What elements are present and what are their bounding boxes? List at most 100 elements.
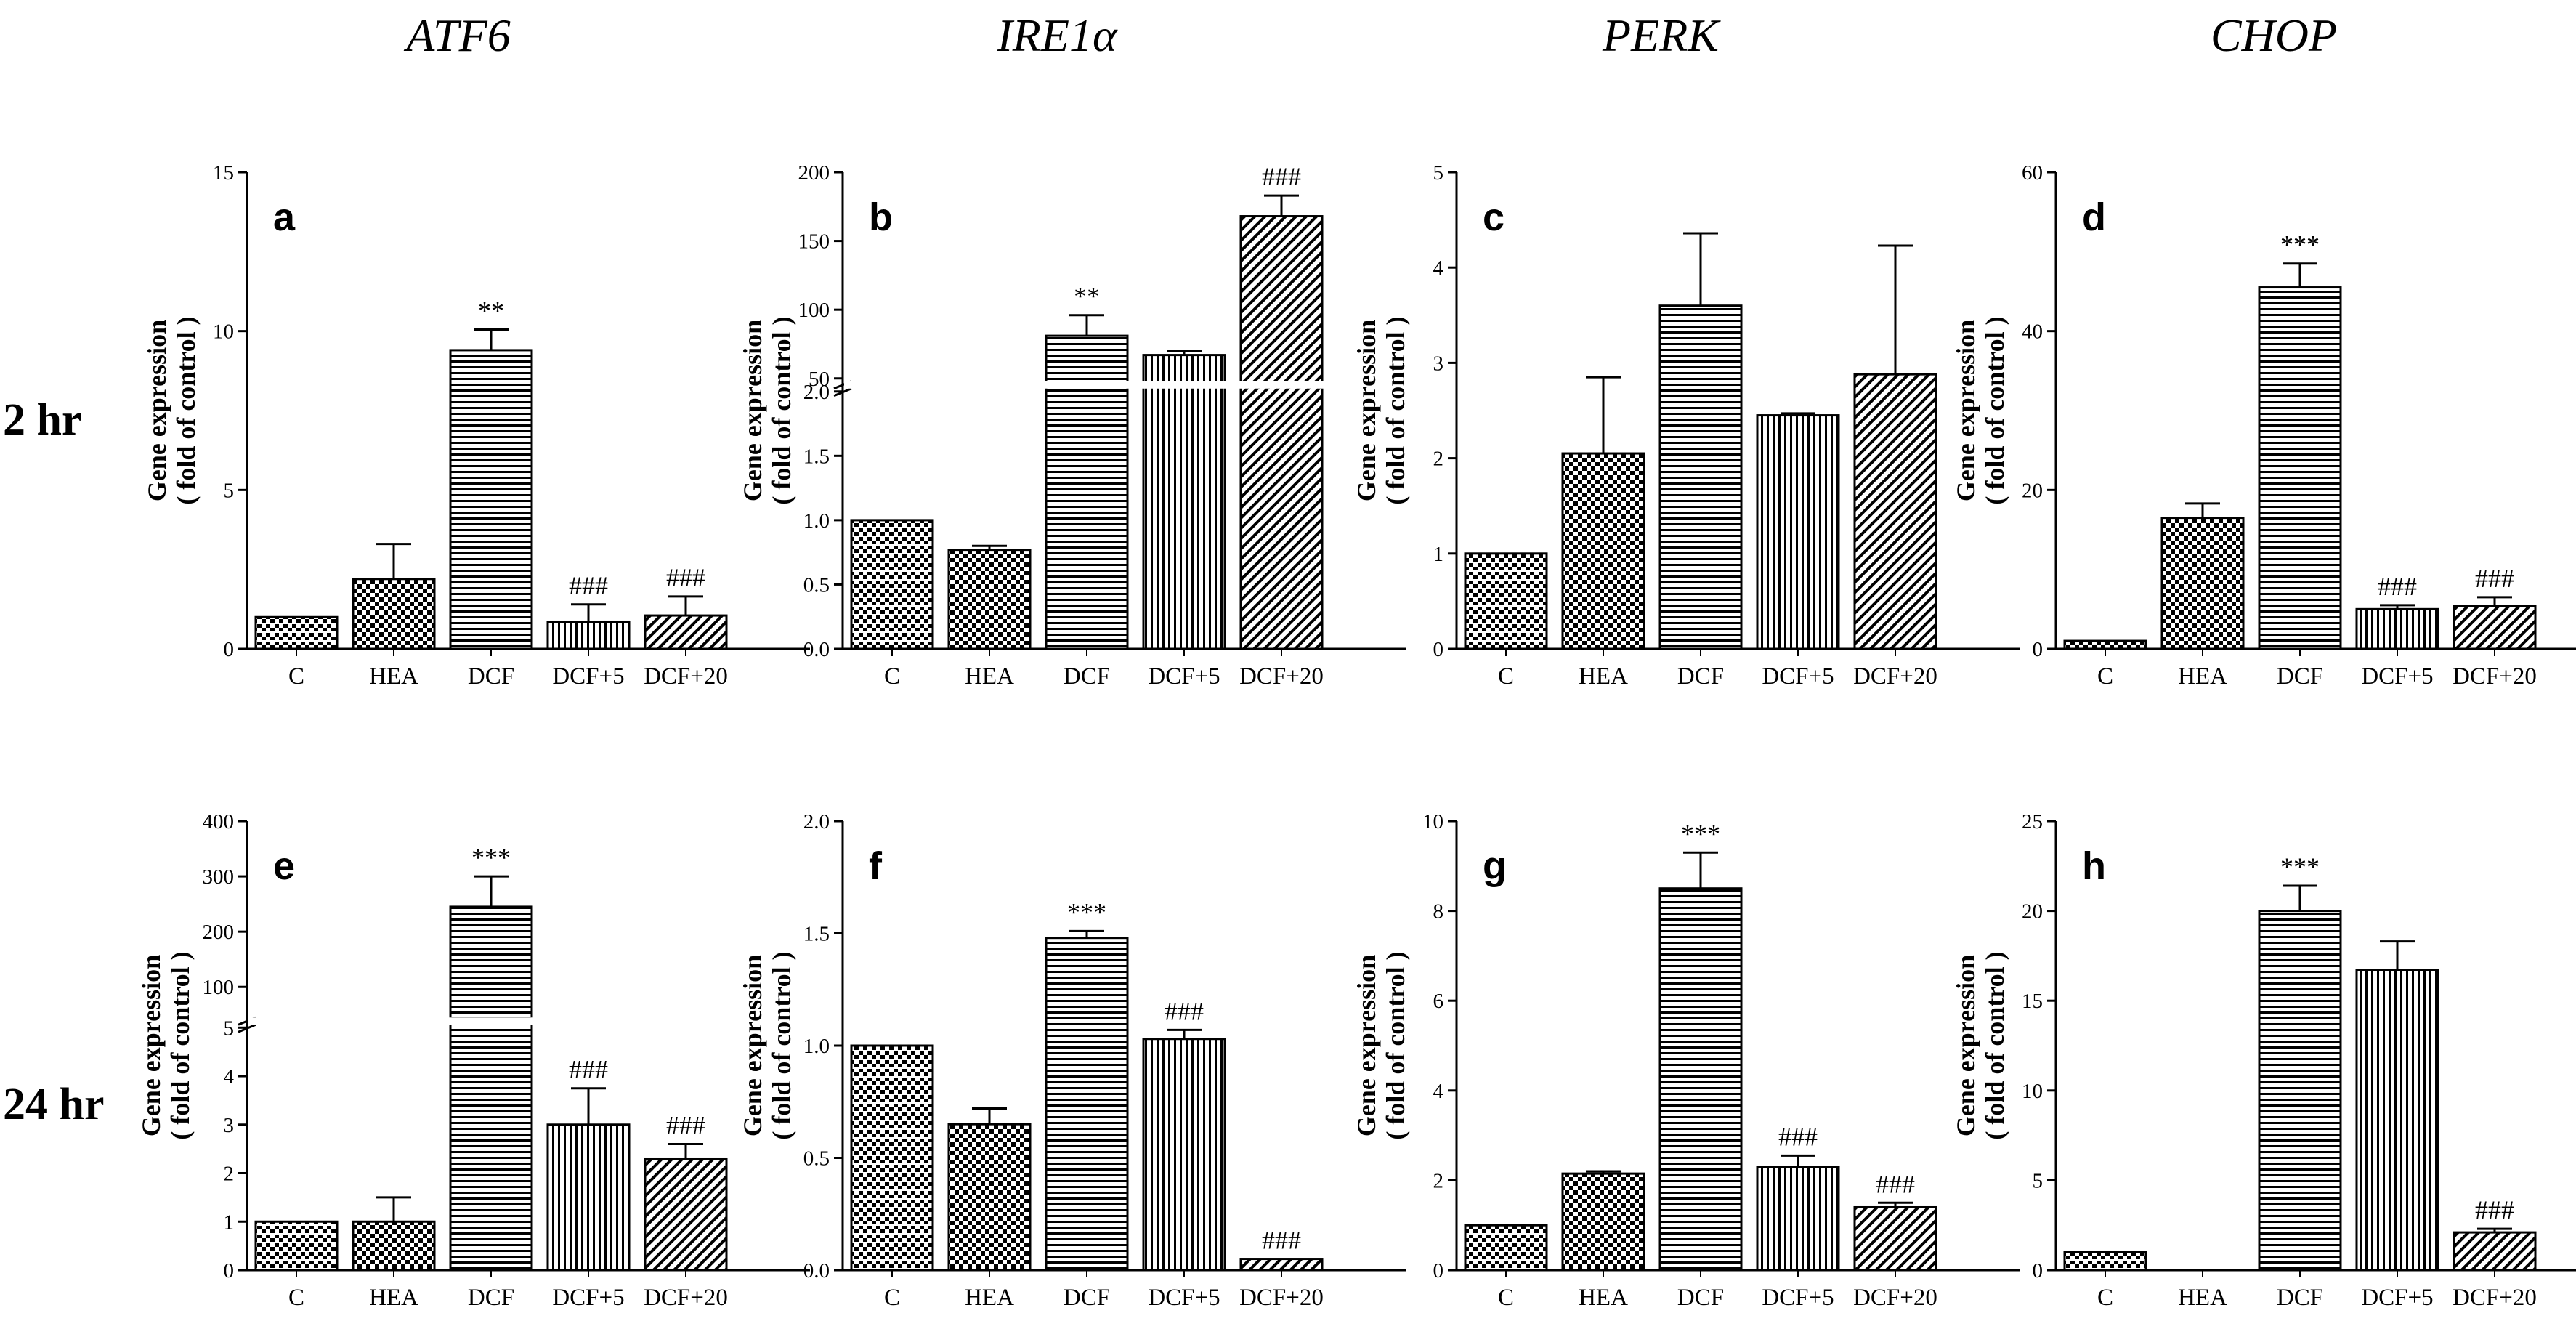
bar-c [1464, 1224, 1548, 1272]
y-tick-label: 100 [203, 976, 235, 999]
panel-letter: b [869, 195, 893, 239]
significance-label: ### [2475, 1195, 2514, 1224]
panel-b: 0.0 0.5 1.0 1.5 2.050 100 150 200 Gene expressio… [738, 161, 1407, 690]
y-tick-label: 8 [1433, 900, 1444, 924]
y-axis-title-line1: Gene expression [137, 955, 166, 1136]
bar-dcf-plus-5 [1142, 1038, 1226, 1272]
gene-header-perk: PERK [1602, 9, 1721, 61]
y-tick-label: 1.0 [803, 1035, 830, 1058]
y-tick-label: 4 [1433, 256, 1444, 280]
y-tick-label: 400 [203, 810, 235, 833]
x-category-label: DCF [1677, 663, 1724, 690]
bar-c [254, 615, 339, 650]
bar-dcf-plus-20 [2453, 1231, 2537, 1272]
x-category-label: DCF+5 [552, 1285, 624, 1311]
row-label-2hr: 2 hr [3, 395, 82, 445]
bar-dcf [1045, 937, 1129, 1272]
x-category-label: C [1498, 1285, 1514, 1311]
bar-c [850, 1044, 934, 1272]
y-tick-label: 1 [1433, 543, 1444, 566]
bar-dcf [1658, 304, 1743, 650]
x-category-label: DCF+5 [2361, 663, 2433, 690]
significance-label: ### [569, 571, 608, 600]
significance-label: ### [666, 1110, 705, 1139]
bar-dcf [2258, 286, 2342, 650]
y-tick-label: 50 [809, 368, 830, 391]
bar-dcf-plus-5 [546, 1123, 631, 1272]
gene-header-ire1a: IRE1α [996, 9, 1118, 61]
y-axis-title-line1: Gene expression [1951, 955, 1980, 1136]
significance-label: ### [1262, 162, 1301, 191]
significance-label: *** [1681, 819, 1720, 848]
x-category-label: C [884, 1285, 900, 1311]
x-category-label: HEA [369, 1285, 418, 1311]
significance-label: *** [1067, 897, 1106, 926]
y-axis-title: Gene expression( fold of control ) [1951, 951, 2009, 1139]
y-tick-label: 3 [1433, 352, 1444, 375]
x-category-label: HEA [965, 663, 1014, 690]
y-tick-label: 2.0 [803, 381, 830, 404]
significance-label: *** [2280, 230, 2320, 259]
y-axis-title-line2: ( fold of control ) [767, 316, 796, 504]
y-tick-label: 0.0 [803, 1259, 830, 1282]
y-axis-title-line2: ( fold of control ) [1980, 316, 2009, 504]
y-axis-title-line2: ( fold of control ) [1381, 316, 1410, 504]
x-category-label: DCF+20 [1239, 1285, 1324, 1311]
y-tick-label: 10 [1422, 810, 1443, 833]
x-category-label: DCF+20 [2453, 663, 2537, 690]
bar-dcf-plus-5 [2355, 969, 2439, 1272]
x-category-label: HEA [1579, 663, 1628, 690]
x-category-label: DCF+5 [1762, 663, 1834, 690]
x-category-label: C [288, 1285, 304, 1311]
x-category-label: DCF+20 [2453, 1285, 2537, 1311]
y-axis-title-line1: Gene expression [738, 955, 767, 1136]
x-category-label: C [1498, 663, 1514, 690]
bar-dcf-plus-5 [1756, 1166, 1840, 1272]
bar-c [850, 519, 934, 650]
y-tick-label: 2 [224, 1163, 235, 1186]
y-axis-title-line2: ( fold of control ) [767, 951, 796, 1139]
y-tick-label: 15 [2022, 990, 2043, 1013]
row-label-24hr: 24 hr [3, 1080, 105, 1129]
bar-c [1464, 552, 1548, 650]
y-axis-title-line1: Gene expression [1352, 955, 1381, 1136]
y-axis-title: Gene expression( fold of control ) [1951, 316, 2009, 504]
panel-letter: c [1483, 195, 1504, 239]
y-axis-title-line2: ( fold of control ) [1980, 951, 2009, 1139]
y-tick-label: 4 [1433, 1080, 1444, 1103]
bar-dcf-plus-20 [1853, 1205, 1937, 1272]
significance-label: ### [1876, 1169, 1915, 1198]
y-tick-label: 0 [2033, 1259, 2044, 1282]
x-category-label: DCF [1064, 663, 1110, 690]
y-tick-label: 20 [2022, 900, 2043, 924]
y-axis-title-line2: ( fold of control ) [171, 316, 201, 504]
y-tick-label: 1.5 [803, 445, 830, 468]
y-tick-label: 0 [1433, 1259, 1444, 1282]
x-category-label: DCF [2277, 1285, 2323, 1311]
y-axis-title: Gene expression( fold of control ) [1352, 316, 1410, 504]
bar-dcf-plus-5 [1142, 354, 1226, 650]
y-tick-label: 4 [224, 1065, 235, 1088]
x-category-label: HEA [2178, 663, 2227, 690]
panel-letter: f [869, 844, 883, 888]
x-category-label: DCF+5 [1762, 1285, 1834, 1311]
y-axis-title-line1: Gene expression [738, 320, 767, 501]
bar-dcf-plus-5 [1756, 414, 1840, 650]
bar-dcf-plus-20 [1239, 1258, 1324, 1272]
y-tick-label: 2 [1433, 1169, 1444, 1192]
bar-dcf [2258, 910, 2342, 1272]
y-tick-label: 0 [2033, 638, 2044, 661]
y-tick-label: 1.0 [803, 509, 830, 533]
y-tick-label: 5 [224, 479, 235, 502]
y-tick-label: 2 [1433, 448, 1444, 471]
x-category-label: HEA [1579, 1285, 1628, 1311]
y-tick-label: 0 [224, 1259, 235, 1282]
y-axis-title-line1: Gene expression [1951, 320, 1980, 501]
y-tick-label: 25 [2022, 810, 2043, 833]
x-category-label: C [288, 663, 304, 690]
x-category-label: C [2097, 1285, 2113, 1311]
panel-h: 0 5 10 15 20 25 Gene expression( fold of contr… [1951, 810, 2576, 1311]
